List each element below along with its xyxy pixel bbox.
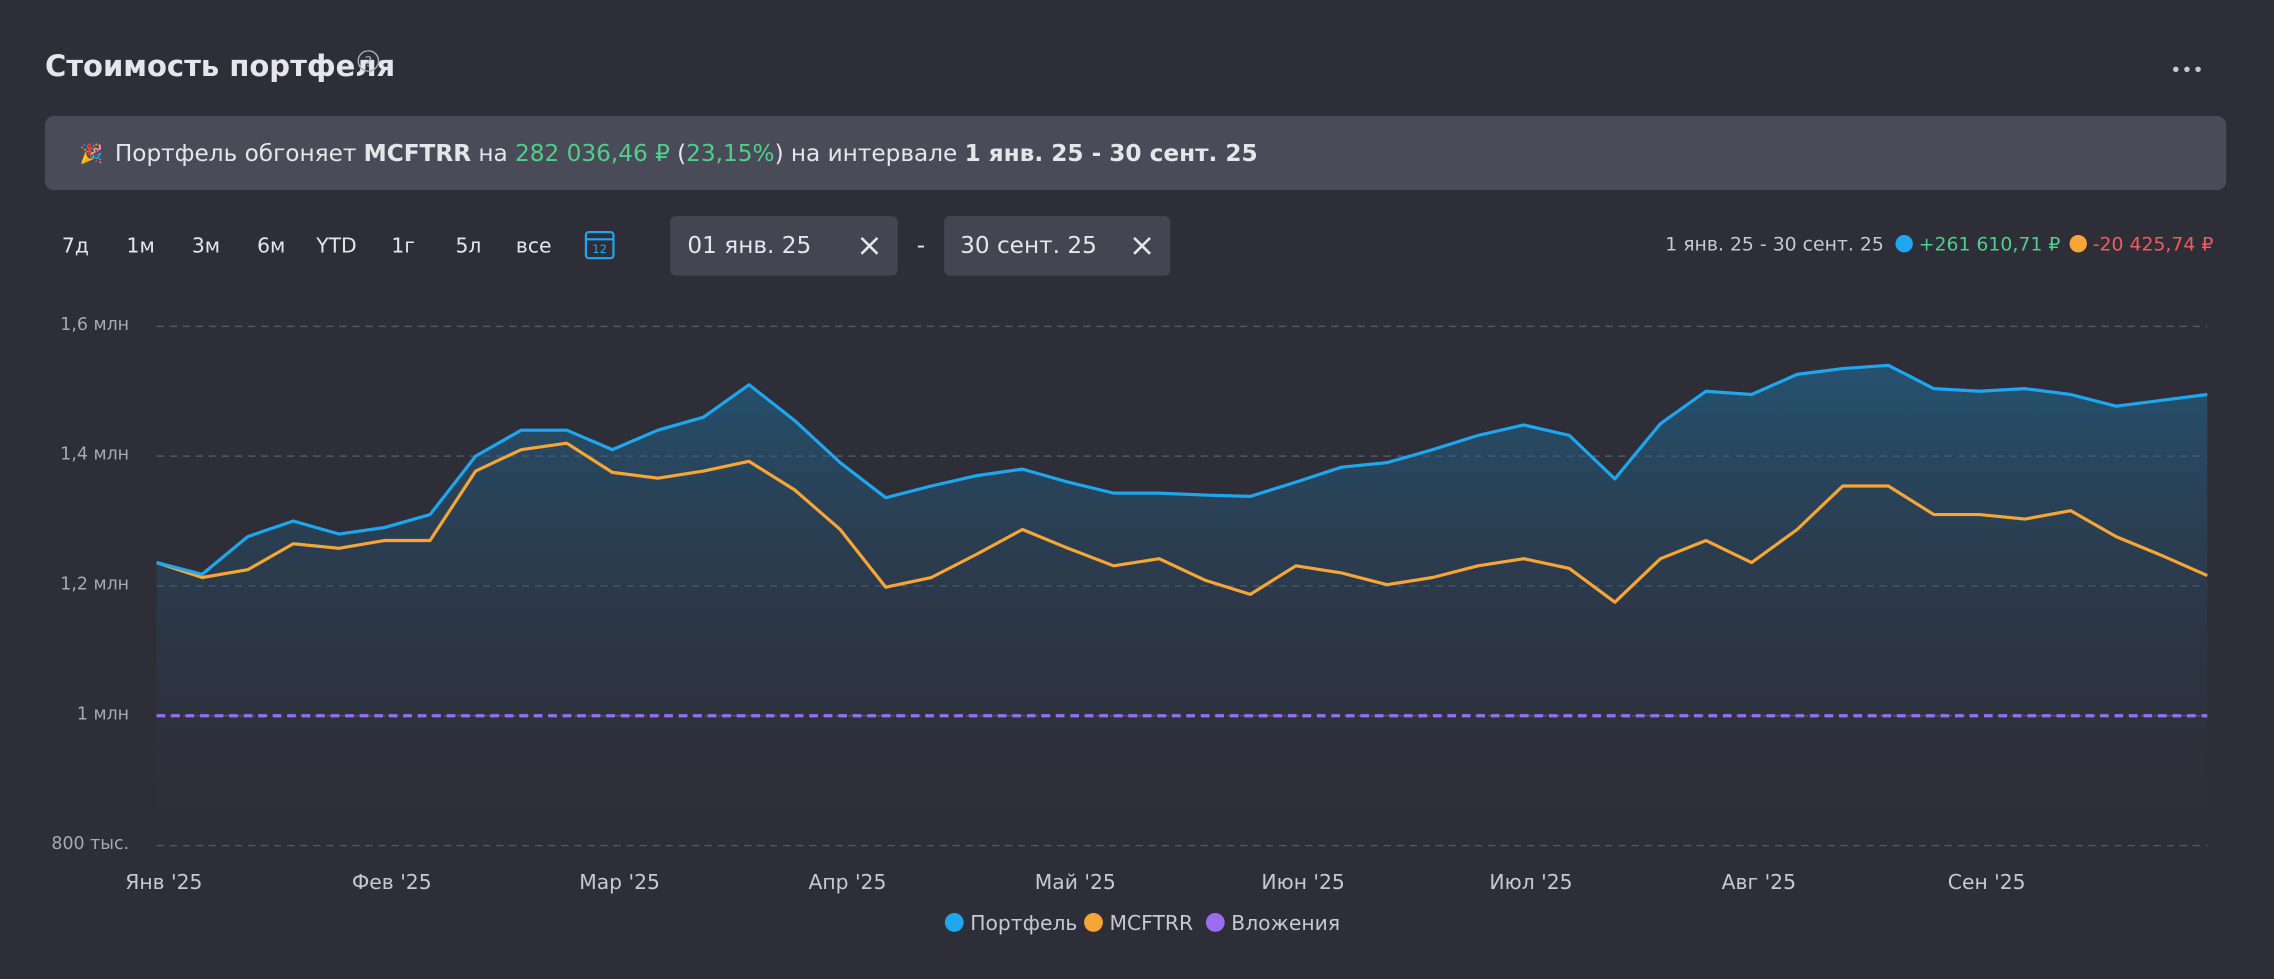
banner-interval-word: на интервале bbox=[791, 139, 957, 166]
banner-text: 🎉 Портфель обгоняет MCFTRR на 282 036,46 ₽ (2… bbox=[80, 139, 1258, 166]
period-button[interactable]: 1г bbox=[391, 234, 415, 258]
legend-marker[interactable] bbox=[1084, 912, 1103, 932]
banner bbox=[44, 116, 2227, 191]
x-tick-label: Июн '25 bbox=[1261, 870, 1344, 894]
date-to-input[interactable] bbox=[944, 216, 1171, 276]
period-button[interactable]: YTD bbox=[315, 234, 356, 258]
period-button[interactable]: 7д bbox=[62, 234, 89, 258]
banner-on: на bbox=[478, 139, 507, 166]
legend-label[interactable]: MCFTRR bbox=[1109, 911, 1193, 935]
x-tick-label: Май '25 bbox=[1035, 870, 1116, 894]
clear-to[interactable] bbox=[1133, 236, 1151, 255]
period-button[interactable]: все bbox=[516, 234, 552, 258]
banner-icon: 🎉 bbox=[80, 141, 103, 164]
series-line bbox=[156, 441, 2208, 604]
help-icon[interactable] bbox=[357, 50, 380, 72]
banner-amount: 282 036,46 ₽ bbox=[515, 139, 670, 166]
y-tick-label: 1,6 млн bbox=[60, 315, 129, 335]
x-tick-label: Июл '25 bbox=[1489, 870, 1572, 894]
banner-paren: ( bbox=[677, 139, 686, 166]
x-tick-label: Мар '25 bbox=[579, 870, 660, 894]
banner-lead: Портфель обгоняет bbox=[115, 139, 357, 166]
help-mark[interactable]: ? bbox=[365, 54, 373, 70]
date-to[interactable]: 30 сент. 25 bbox=[960, 232, 1097, 259]
y-tick-label: 1 млн bbox=[77, 704, 129, 724]
x-tick-label: Фев '25 bbox=[352, 870, 432, 894]
date-from-input[interactable] bbox=[670, 216, 898, 276]
period-button[interactable]: 5л bbox=[455, 234, 481, 258]
legend-label[interactable]: Портфель bbox=[970, 911, 1077, 935]
banner-interval: 1 янв. 25 - 30 сент. 25 bbox=[965, 139, 1258, 166]
menu[interactable]: ••• bbox=[2170, 61, 2203, 82]
period-button[interactable]: 3м bbox=[192, 234, 220, 258]
banner-benchmark: MCFTRR bbox=[364, 139, 472, 166]
date-separator: - bbox=[917, 232, 925, 259]
y-tick-label: 1,4 млн bbox=[60, 445, 129, 465]
x-tick-label: Сен '25 bbox=[1948, 870, 2026, 894]
y-tick-label: 1,2 млн bbox=[60, 574, 129, 594]
legend-marker[interactable] bbox=[1205, 912, 1225, 932]
clear-from[interactable] bbox=[860, 236, 879, 255]
x-tick-label: Янв '25 bbox=[125, 870, 202, 894]
series-line bbox=[156, 363, 2208, 576]
plot: 800 тыс. 1 млн 1,2 млн 1,4 млн 1,6 млн Янв '2… bbox=[51, 315, 2208, 935]
area bbox=[156, 365, 2208, 846]
legend-marker[interactable] bbox=[944, 912, 964, 932]
calendar-icon[interactable] bbox=[584, 230, 615, 260]
x-tick-label: Авг '25 bbox=[1722, 870, 1796, 894]
date-from[interactable]: 01 янв. 25 bbox=[687, 232, 811, 259]
summary-benchmark: -20 425,74 ₽ bbox=[2093, 235, 2214, 256]
title: Стоимость портфеля bbox=[45, 49, 395, 83]
summary-benchmark-dot bbox=[2069, 234, 2087, 253]
period-button[interactable]: 6м bbox=[257, 234, 285, 258]
y-tick-label: 800 тыс. bbox=[51, 834, 129, 854]
period-button[interactable]: 1м bbox=[127, 234, 155, 258]
legend-label[interactable]: Вложения bbox=[1231, 911, 1340, 935]
summary-interval: 1 янв. 25 - 30 сент. 25 bbox=[1665, 235, 1884, 256]
calendar-day[interactable]: 12 bbox=[592, 242, 607, 256]
banner-paren: ) bbox=[775, 139, 784, 166]
summary-portfolio-dot bbox=[1895, 234, 1913, 253]
summary-portfolio: +261 610,71 ₽ bbox=[1919, 235, 2061, 256]
banner-pct: 23,15% bbox=[686, 139, 774, 166]
x-tick-label: Апр '25 bbox=[808, 870, 886, 894]
period-buttons: 7д 1м 3м 6м YTD 1г 5л все bbox=[62, 234, 552, 258]
